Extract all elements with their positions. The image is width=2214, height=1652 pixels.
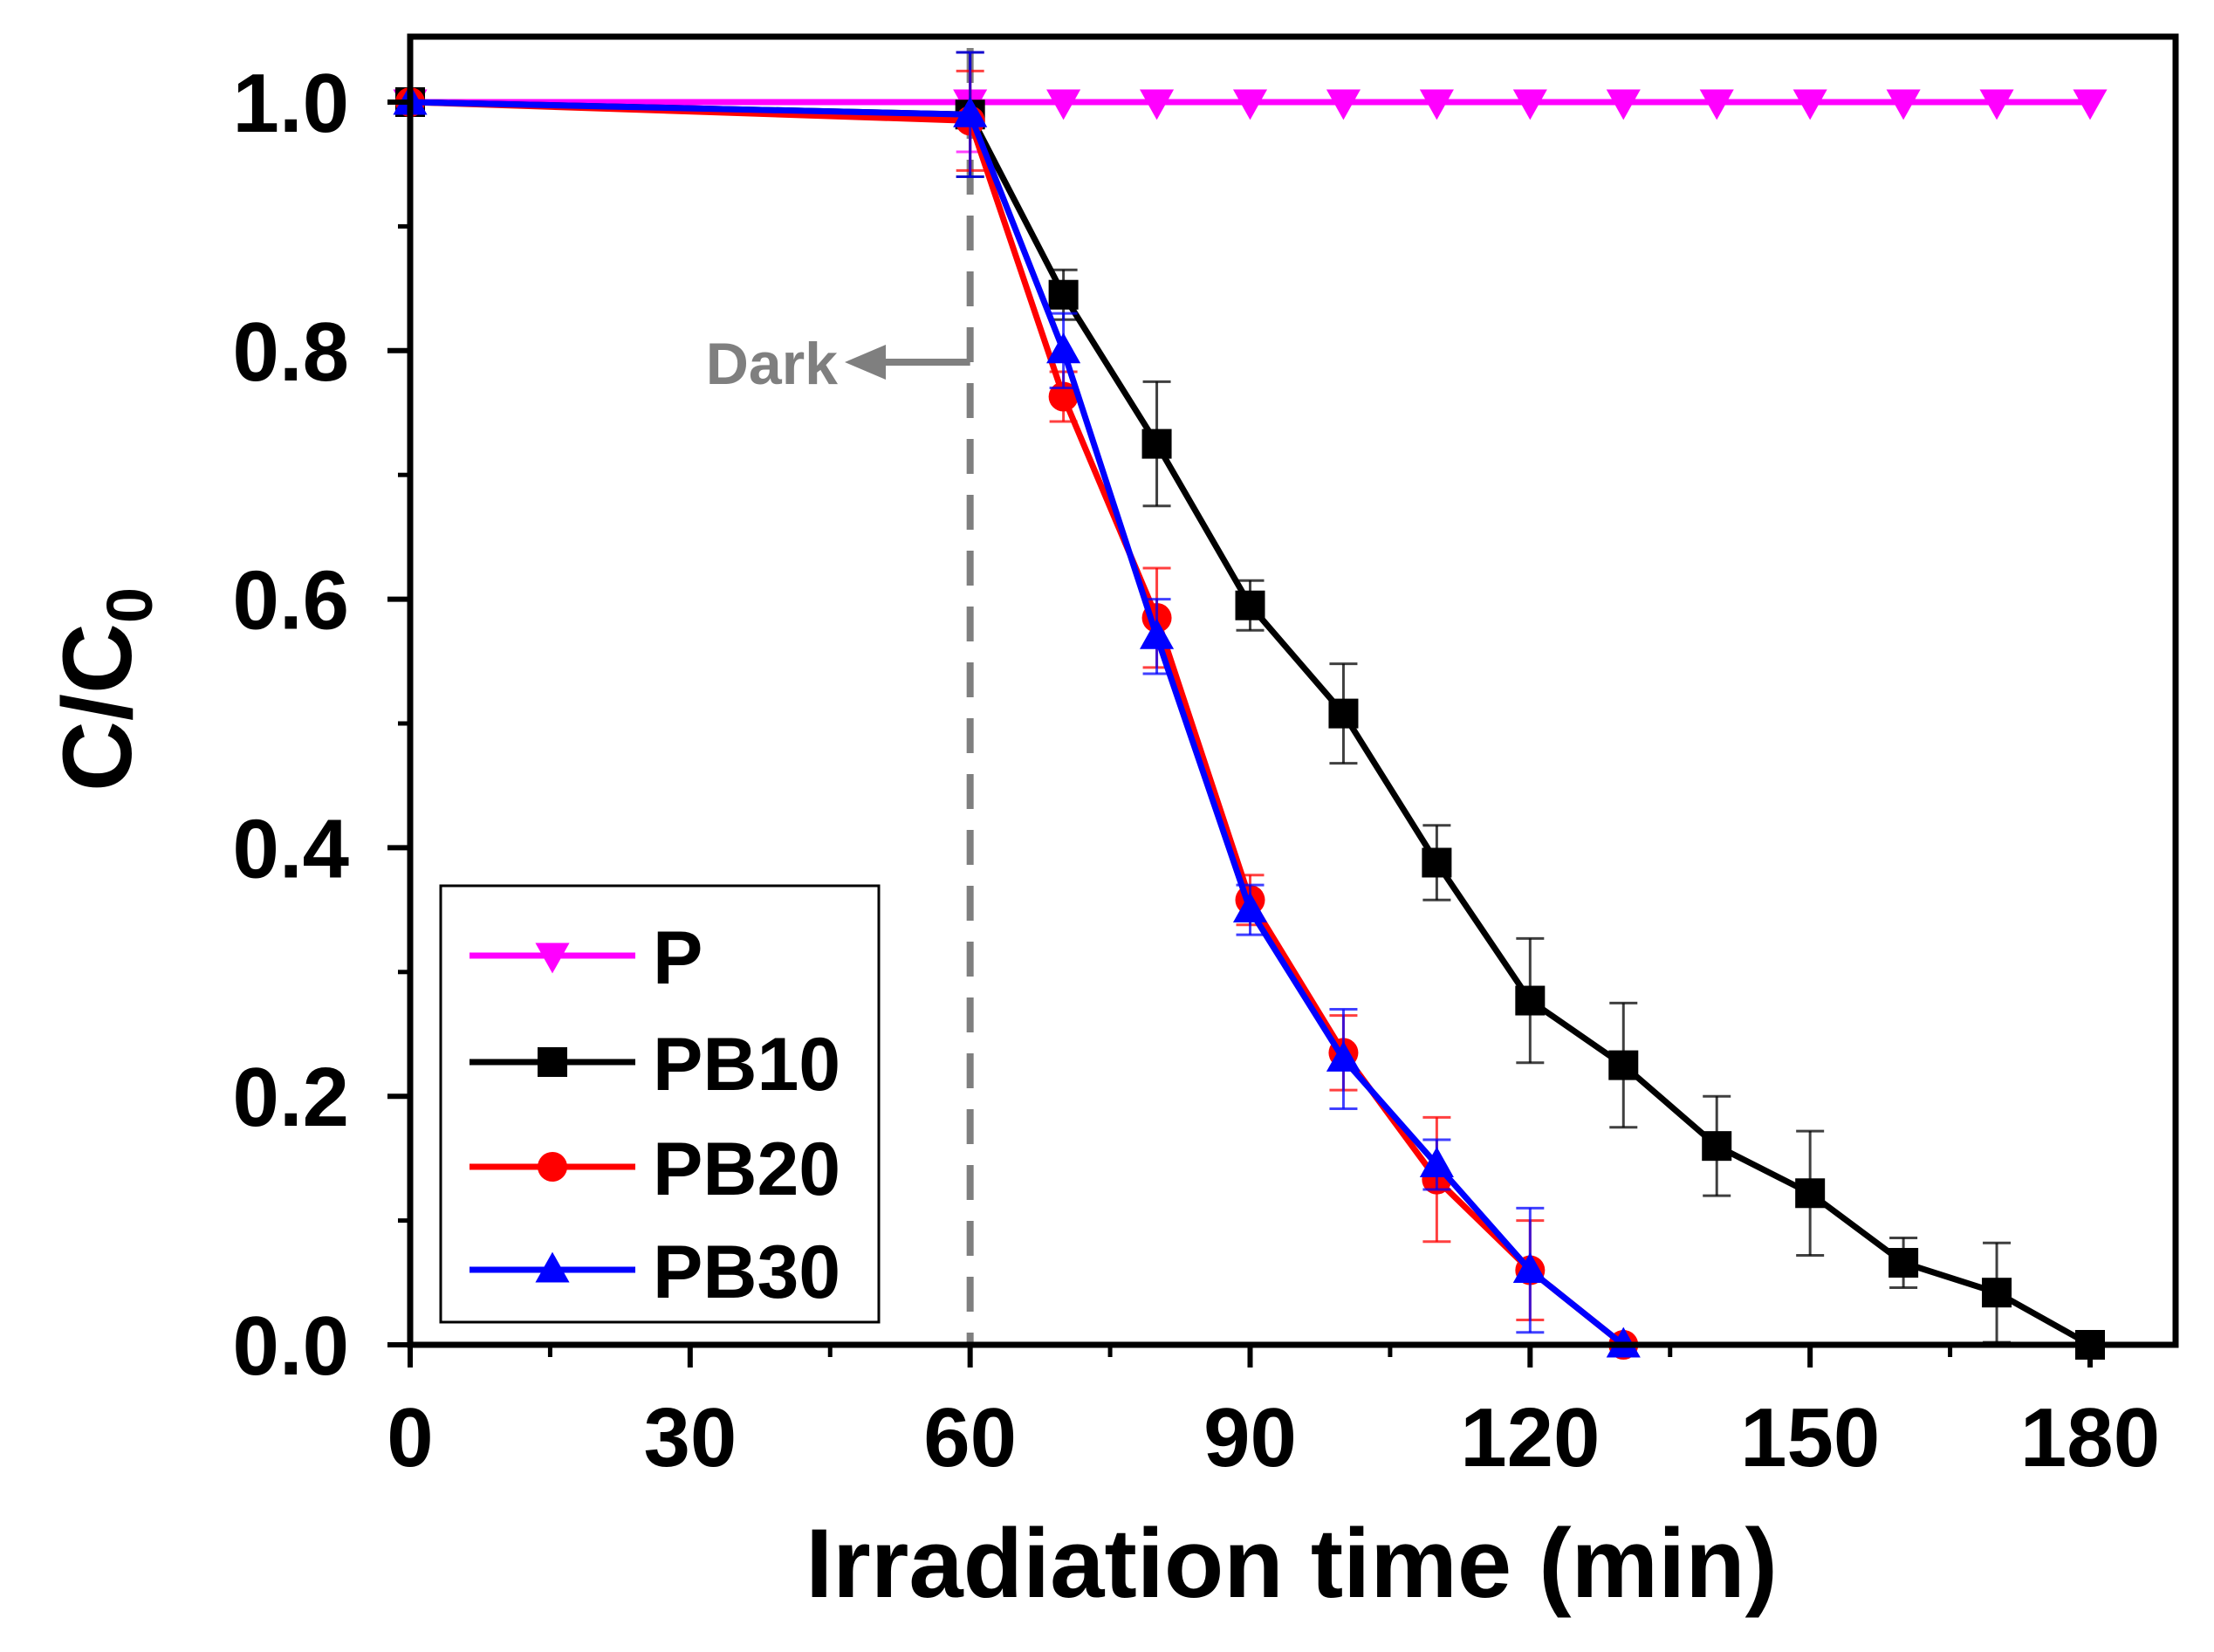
y-tick-label: 0.6 — [233, 554, 349, 648]
x-axis-title: Irradiation time (min) — [805, 1509, 1778, 1618]
y-tick-label: 0.4 — [233, 802, 349, 895]
data-point — [1141, 428, 1172, 459]
series-p — [393, 51, 2108, 154]
y-tick-label: 1.0 — [233, 57, 349, 150]
data-point — [1232, 892, 1268, 923]
dark-arrow-head — [845, 345, 886, 380]
data-point — [1888, 1248, 1919, 1278]
y-tick-label: 0.0 — [233, 1299, 349, 1393]
legend-label: P — [653, 916, 703, 1000]
x-tick-label: 150 — [1740, 1391, 1880, 1484]
legend-swatch-marker — [538, 1152, 567, 1182]
data-point — [1326, 89, 1361, 120]
data-point — [1792, 89, 1827, 120]
legend-label: PB10 — [653, 1023, 840, 1107]
legend-item-pb20: PB20 — [470, 1128, 840, 1211]
y-tick-label: 0.8 — [233, 305, 349, 399]
legend-swatch-marker — [538, 1047, 567, 1077]
data-point — [1419, 89, 1454, 120]
legend-swatch-marker — [535, 943, 570, 974]
data-point — [1048, 279, 1079, 310]
data-point — [953, 96, 988, 127]
data-point — [1419, 1147, 1454, 1177]
data-point — [1702, 1131, 1732, 1162]
x-tick-label: 30 — [643, 1391, 737, 1484]
y-axis-title-main: C/C — [43, 623, 152, 792]
data-point — [1606, 89, 1641, 120]
legend-item-pb30: PB30 — [470, 1230, 840, 1314]
data-point — [1982, 1278, 2012, 1308]
data-point — [1608, 1050, 1639, 1080]
data-point — [1235, 590, 1265, 620]
series-pb30 — [393, 51, 1641, 1358]
data-point — [1328, 698, 1359, 729]
data-point — [1422, 847, 1452, 878]
legend-items: P PB10 PB20 PB30 — [470, 916, 840, 1314]
data-point — [1046, 89, 1081, 120]
x-tick-label: 90 — [1203, 1391, 1297, 1484]
data-point — [1699, 89, 1734, 120]
data-point — [1140, 618, 1175, 649]
y-axis-title: C/C0 — [43, 587, 166, 792]
data-point — [1979, 89, 2014, 120]
y-tick-label: 0.2 — [233, 1051, 349, 1144]
x-tick-label: 60 — [923, 1391, 1017, 1484]
legend-label: PB30 — [653, 1230, 840, 1314]
legend-item-p: P — [470, 916, 703, 1000]
data-point — [1140, 89, 1175, 120]
data-point — [1512, 1252, 1547, 1284]
data-point — [1046, 332, 1081, 364]
y-axis-title-subscript: 0 — [93, 587, 166, 623]
data-point — [1232, 89, 1268, 120]
data-point — [1886, 89, 1921, 120]
dark-annotation-layer — [845, 48, 974, 1345]
dark-label: Dark — [706, 331, 838, 397]
legend-item-pb10: PB10 — [470, 1023, 840, 1107]
legend: P PB10 PB20 PB30 — [439, 884, 881, 1324]
x-tick-label: 120 — [1460, 1391, 1600, 1484]
tick-labels-layer: 0 30 60 90 120 150 180 0.0 0.2 0.4 0.6 0.8 1.0 — [233, 57, 2161, 1484]
data-point — [1512, 89, 1547, 120]
data-point — [1795, 1178, 1826, 1209]
legend-swatch-marker — [535, 1251, 570, 1283]
plot-frame — [407, 33, 2179, 1348]
series-layer — [393, 51, 2108, 1360]
x-tick-label: 180 — [2020, 1391, 2160, 1484]
legend-label: PB20 — [653, 1128, 840, 1211]
ticks-layer — [387, 99, 2093, 1368]
data-point — [2073, 89, 2108, 120]
x-tick-label: 0 — [387, 1391, 433, 1484]
data-point — [1515, 985, 1546, 1016]
data-point — [1326, 1041, 1361, 1072]
series-line — [409, 99, 2092, 1348]
